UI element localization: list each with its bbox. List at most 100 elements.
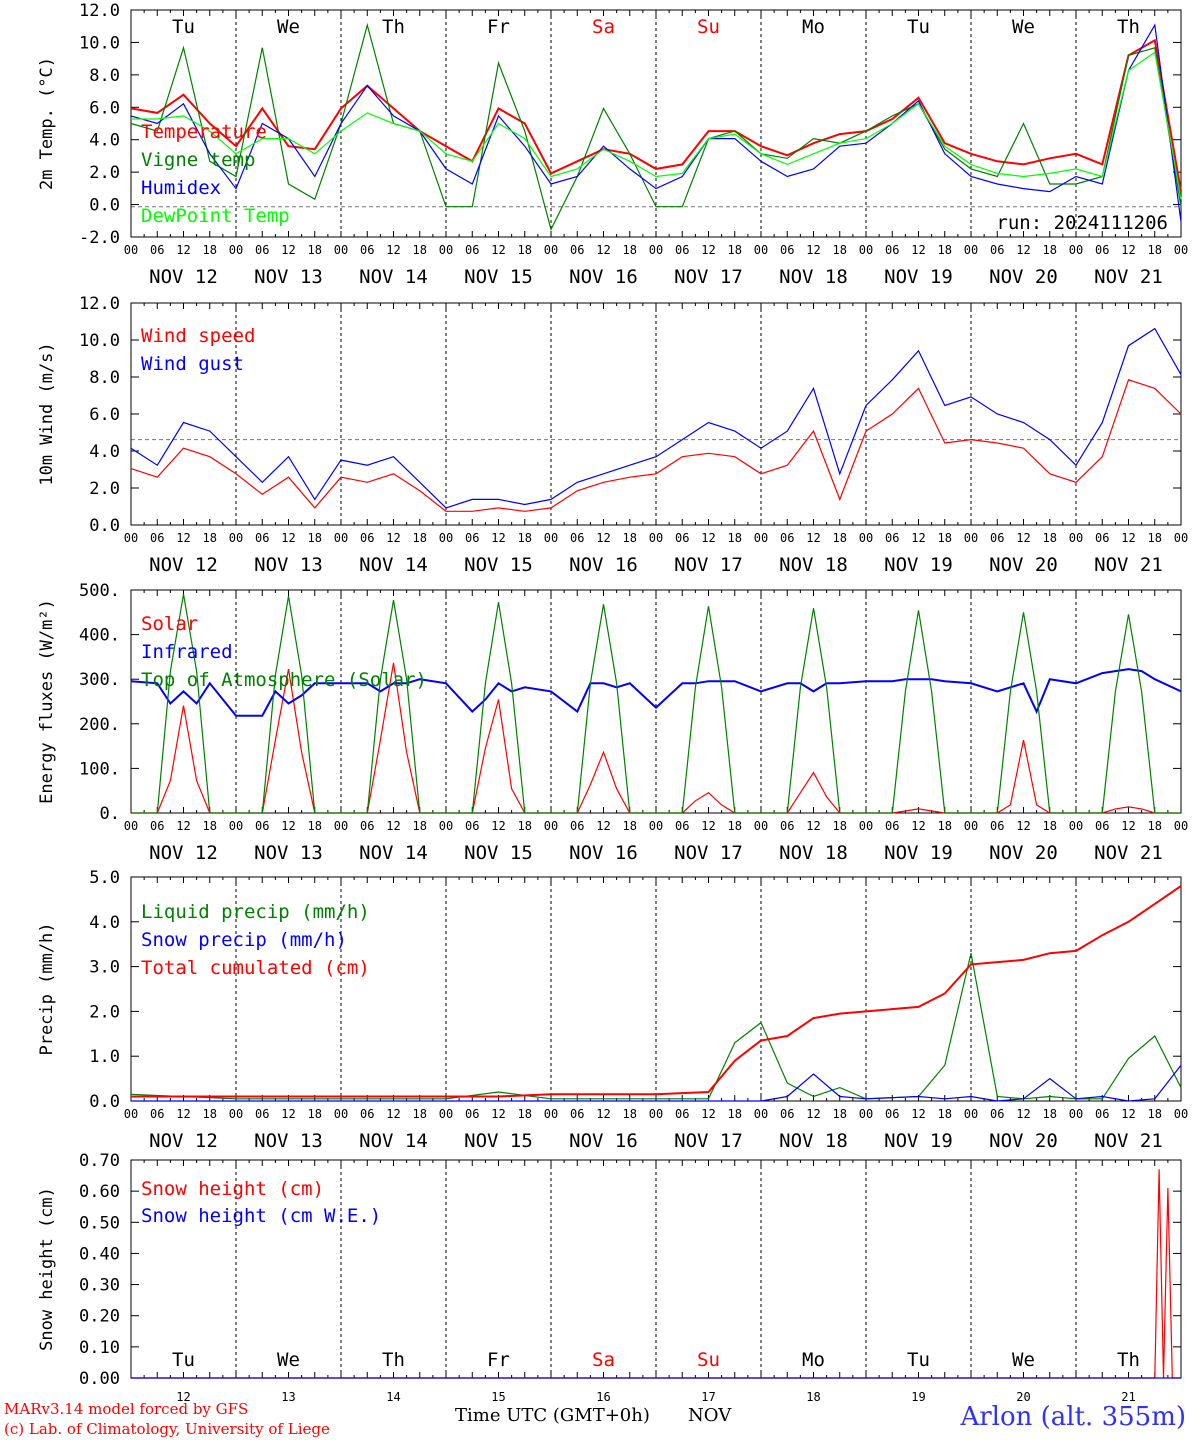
- hour-tick-label: 12: [386, 531, 400, 545]
- hour-tick-label: 12: [701, 531, 715, 545]
- hour-tick-label: 12: [1016, 1107, 1030, 1121]
- y-tick-label: 1.0: [89, 1047, 120, 1067]
- hour-tick-label: 06: [885, 243, 899, 257]
- hour-tick-label: 06: [150, 531, 164, 545]
- y-axis-label: 10m Wind (m/s): [37, 342, 57, 485]
- y-tick-label: 200.: [79, 715, 120, 735]
- day-label: NOV 12: [149, 266, 218, 288]
- series-line: [130, 327, 1182, 509]
- hour-tick-label: 18: [623, 1107, 637, 1121]
- hour-tick-label: 18: [938, 531, 952, 545]
- hour-tick-label: 12: [176, 819, 190, 833]
- hour-tick-label: 12: [176, 1107, 190, 1121]
- y-tick-label: 8.0: [89, 66, 120, 86]
- day-label: NOV 14: [359, 554, 428, 576]
- day-label: NOV 13: [254, 842, 323, 864]
- y-tick-label: 2.0: [89, 1002, 120, 1022]
- hour-tick-label: 00: [1174, 1107, 1188, 1121]
- day-number-label: 18: [806, 1390, 820, 1404]
- weekday-label: Sa: [592, 1349, 615, 1371]
- day-label: NOV 12: [149, 842, 218, 864]
- hour-tick-label: 12: [386, 243, 400, 257]
- hour-tick-label: 18: [728, 531, 742, 545]
- hour-tick-label: 12: [596, 531, 610, 545]
- hour-tick-label: 06: [780, 1107, 794, 1121]
- day-label: NOV 15: [464, 554, 533, 576]
- y-tick-label: 12.0: [79, 1, 120, 21]
- panel-3: 0. 100. 200. 300. 400. 500. Energy fluxes (W/m…: [37, 581, 1188, 864]
- y-tick-label: 10.0: [79, 33, 120, 53]
- hour-tick-label: 00: [964, 819, 978, 833]
- day-label: NOV 20: [989, 842, 1058, 864]
- hour-tick-label: 00: [754, 531, 768, 545]
- x-axis-label: Time UTC (GMT+0h): [455, 1405, 650, 1426]
- hour-tick-label: 12: [491, 1107, 505, 1121]
- hour-tick-label: 00: [124, 243, 138, 257]
- hour-tick-label: 00: [334, 819, 348, 833]
- weekday-label: We: [1012, 1349, 1035, 1371]
- weekday-label: Fr: [487, 16, 510, 38]
- hour-tick-label: 18: [308, 531, 322, 545]
- day-label: NOV 20: [989, 1130, 1058, 1152]
- hour-tick-label: 18: [833, 819, 847, 833]
- hour-tick-label: 06: [1095, 819, 1109, 833]
- hour-tick-label: 12: [491, 531, 505, 545]
- hour-tick-label: 00: [859, 243, 873, 257]
- hour-tick-label: 18: [413, 531, 427, 545]
- legend-entry: DewPoint Temp: [141, 205, 290, 227]
- hour-tick-label: 12: [281, 531, 295, 545]
- day-label: NOV 19: [884, 554, 953, 576]
- y-tick-label: 8.0: [89, 368, 120, 388]
- hour-tick-label: 18: [1148, 1107, 1162, 1121]
- y-tick-label: 0.10: [79, 1338, 120, 1358]
- hour-tick-label: 12: [491, 819, 505, 833]
- y-tick-label: 0.60: [79, 1182, 120, 1202]
- y-tick-label: 4.0: [89, 913, 120, 933]
- panel-1: -2.0 0.0 2.0 4.0 6.0 8.0 10.0 12.0 2m Temp. (°C)…: [37, 1, 1188, 288]
- hour-tick-label: 18: [1043, 531, 1057, 545]
- hour-tick-label: 00: [649, 531, 663, 545]
- hour-tick-label: 12: [1121, 531, 1135, 545]
- series-line: [130, 23, 1182, 222]
- weekday-label: Mo: [802, 1349, 825, 1371]
- y-tick-label: 500.: [79, 581, 120, 601]
- hour-tick-label: 12: [596, 243, 610, 257]
- hour-tick-label: 00: [229, 243, 243, 257]
- hour-tick-label: 18: [1043, 243, 1057, 257]
- hour-tick-label: 18: [833, 531, 847, 545]
- day-number-label: 12: [176, 1390, 190, 1404]
- weekday-label: Th: [382, 1349, 405, 1371]
- hour-tick-label: 06: [465, 243, 479, 257]
- hour-tick-label: 00: [124, 531, 138, 545]
- hour-tick-label: 00: [754, 1107, 768, 1121]
- day-label: NOV 18: [779, 842, 848, 864]
- hour-tick-label: 12: [281, 243, 295, 257]
- day-label: NOV 19: [884, 1130, 953, 1152]
- hour-tick-label: 06: [150, 819, 164, 833]
- series-line: [130, 668, 1182, 717]
- y-tick-label: 400.: [79, 626, 120, 646]
- hour-tick-label: 06: [675, 531, 689, 545]
- hour-tick-label: 18: [413, 243, 427, 257]
- hour-tick-label: 12: [596, 1107, 610, 1121]
- y-tick-label: 2.0: [89, 163, 120, 183]
- hour-tick-label: 00: [964, 1107, 978, 1121]
- weekday-label: Tu: [172, 16, 195, 38]
- hour-tick-label: 06: [780, 531, 794, 545]
- hour-tick-label: 12: [911, 531, 925, 545]
- hour-tick-label: 06: [990, 531, 1004, 545]
- hour-tick-label: 12: [701, 1107, 715, 1121]
- hour-tick-label: 06: [675, 1107, 689, 1121]
- hour-tick-label: 06: [465, 1107, 479, 1121]
- y-tick-label: 0.20: [79, 1307, 120, 1327]
- hour-tick-label: 12: [1016, 531, 1030, 545]
- hour-tick-label: 12: [1121, 1107, 1135, 1121]
- hour-tick-label: 18: [623, 819, 637, 833]
- hour-tick-label: 00: [334, 243, 348, 257]
- day-number-label: 19: [911, 1390, 925, 1404]
- hour-tick-label: 06: [150, 243, 164, 257]
- weekday-label: We: [277, 1349, 300, 1371]
- hour-tick-label: 06: [360, 819, 374, 833]
- hour-tick-label: 18: [1148, 819, 1162, 833]
- hour-tick-label: 18: [203, 531, 217, 545]
